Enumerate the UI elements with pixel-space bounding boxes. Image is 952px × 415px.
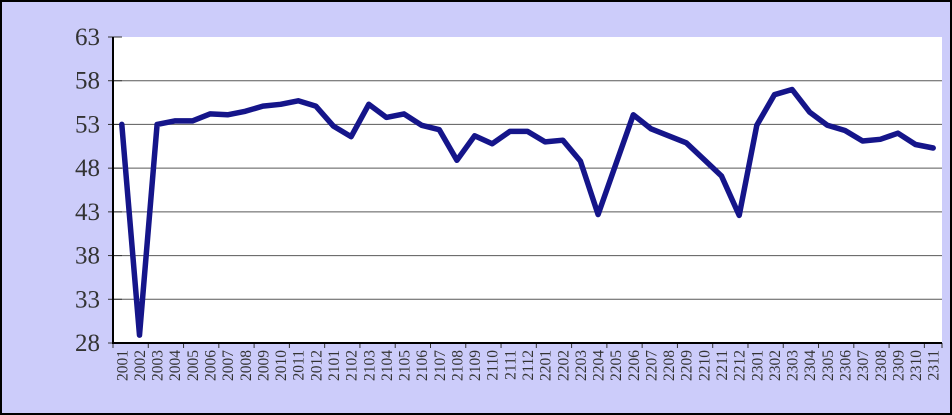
y-axis-label: 48	[75, 155, 100, 182]
x-axis-label: 2111	[502, 350, 519, 380]
y-axis-label: 53	[75, 111, 100, 138]
x-axis-label: 2208	[661, 350, 678, 381]
x-axis-label: 2108	[449, 350, 466, 381]
x-axis-label: 2112	[520, 350, 537, 380]
x-axis-label: 2204	[591, 350, 608, 381]
y-axis-label: 33	[75, 286, 100, 313]
y-axis-label: 43	[75, 199, 100, 226]
x-axis-label: 2309	[890, 350, 907, 381]
x-axis-label: 2102	[344, 350, 361, 381]
x-axis-label: 2007	[220, 350, 237, 381]
x-axis-label: 2012	[308, 350, 325, 381]
x-axis-label: 2301	[749, 350, 766, 381]
x-axis-label: 2107	[432, 350, 449, 381]
x-axis-label: 2109	[467, 350, 484, 381]
x-axis-label: 2203	[573, 350, 590, 381]
x-axis-label: 2010	[273, 350, 290, 381]
x-axis-label: 2207	[643, 350, 660, 381]
x-axis-label: 2103	[361, 350, 378, 381]
y-axis-label: 63	[75, 24, 100, 51]
x-axis-label: 2210	[696, 350, 713, 381]
x-axis-label: 2211	[714, 350, 731, 380]
x-axis-label: 2001	[114, 350, 131, 381]
x-axis-label: 2206	[626, 350, 643, 381]
x-axis-label: 2202	[555, 350, 572, 381]
x-axis-label: 2006	[203, 350, 220, 381]
x-axis-label: 2310	[908, 350, 925, 381]
x-axis-label: 2101	[326, 350, 343, 381]
x-axis-label: 2011	[291, 350, 308, 380]
x-axis-label: 2304	[802, 350, 819, 381]
x-axis-label: 2003	[150, 350, 167, 381]
x-axis-label: 2004	[167, 350, 184, 381]
y-axis-label: 38	[75, 243, 100, 270]
x-axis-label: 2212	[732, 350, 749, 381]
x-axis-label: 2110	[485, 350, 502, 381]
x-axis-label: 2201	[538, 350, 555, 381]
x-axis-label: 2205	[608, 350, 625, 381]
x-axis-label: 2209	[679, 350, 696, 381]
y-axis-label: 58	[75, 68, 100, 95]
x-axis-label: 2105	[397, 350, 414, 381]
x-axis-label: 2005	[185, 350, 202, 381]
x-axis-label: 2311	[926, 350, 943, 380]
x-axis-label: 2305	[820, 350, 837, 381]
x-axis-label: 2302	[767, 350, 784, 381]
x-axis-label: 2306	[837, 350, 854, 381]
x-axis-label: 2308	[873, 350, 890, 381]
x-axis-label: 2106	[414, 350, 431, 381]
plot-area	[113, 37, 942, 343]
y-axis-label: 28	[75, 330, 100, 357]
series-line	[119, 86, 936, 338]
x-axis-label: 2104	[379, 350, 396, 381]
x-axis-label: 2307	[855, 350, 872, 381]
x-axis-label: 2008	[238, 350, 255, 381]
x-axis-label: 2002	[132, 350, 149, 381]
x-axis-label: 2303	[785, 350, 802, 381]
x-axis-label: 2009	[255, 350, 272, 381]
